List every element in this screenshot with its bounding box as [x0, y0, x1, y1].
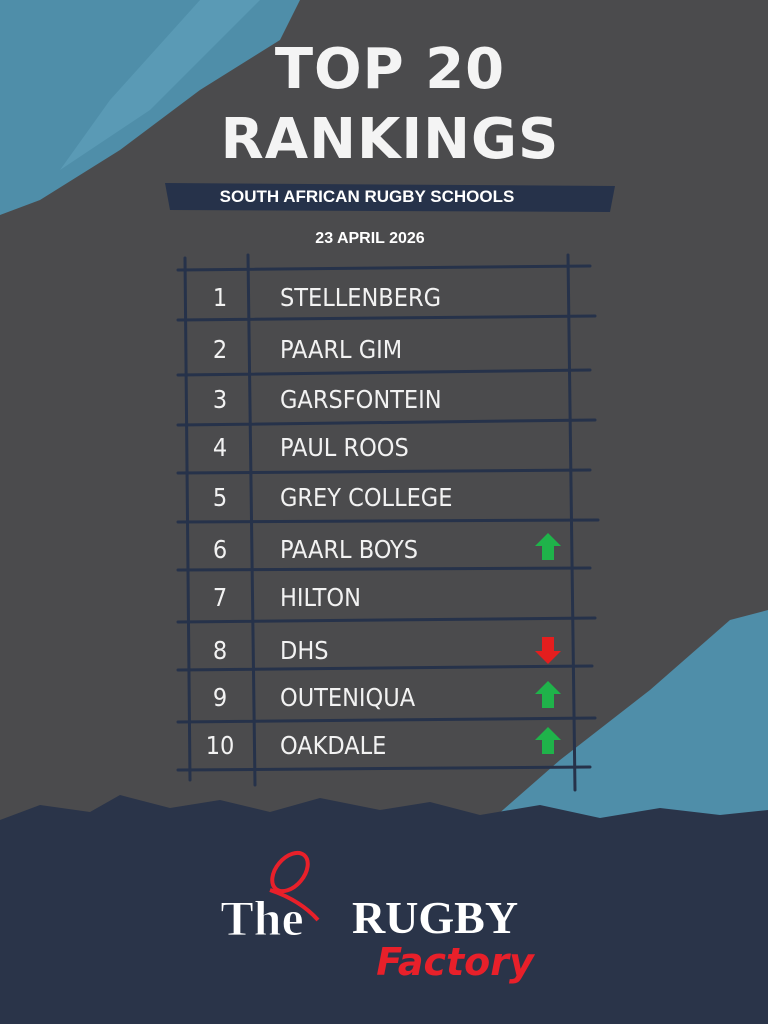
brush-top-2 — [60, 0, 260, 170]
rank: 10 — [206, 731, 235, 760]
school-name: GARSFONTEIN — [280, 385, 442, 414]
rank: 5 — [213, 483, 227, 512]
school-name: STELLENBERG — [280, 283, 441, 312]
rank: 8 — [213, 636, 227, 665]
school-name: PAUL ROOS — [280, 433, 409, 462]
brush-bottom — [480, 610, 768, 830]
school-name: OAKDALE — [280, 731, 386, 760]
arrow-up — [535, 533, 561, 560]
arrow-down — [535, 637, 561, 664]
school-name: GREY COLLEGE — [280, 483, 452, 512]
rank: 1 — [213, 283, 227, 312]
rank: 3 — [213, 385, 227, 414]
logo-the: The — [220, 890, 303, 946]
school-name: HILTON — [280, 583, 361, 612]
logo-factory: Factory — [376, 940, 536, 984]
school-name: DHS — [280, 636, 329, 665]
school-name: OUTENIQUA — [280, 683, 416, 712]
rank: 6 — [213, 535, 227, 564]
subtitle: SOUTH AFRICAN RUGBY SCHOOLS — [220, 187, 515, 206]
rank: 7 — [213, 583, 227, 612]
school-name: PAARL GIM — [280, 335, 402, 364]
arrow-up — [535, 727, 561, 754]
title-line-1: TOP 20 — [275, 37, 505, 102]
footer-band — [0, 795, 768, 1024]
arrow-up — [535, 681, 561, 708]
date: 23 APRIL 2026 — [315, 230, 425, 247]
logo-rugby: RUGBY — [352, 892, 518, 943]
subtitle-banner — [165, 183, 615, 212]
title-line-2: RANKINGS — [221, 107, 560, 172]
logo: The RUGBY Factory — [220, 850, 536, 984]
rank: 9 — [213, 683, 227, 712]
ranking-rows: 1 STELLENBERG 2 PAARL GIM 3 GARSFONTEIN 4 PAUL … — [206, 283, 453, 760]
school-name: PAARL BOYS — [280, 535, 418, 564]
rank: 4 — [213, 433, 227, 462]
rank: 2 — [213, 335, 227, 364]
table-grid — [176, 253, 600, 792]
